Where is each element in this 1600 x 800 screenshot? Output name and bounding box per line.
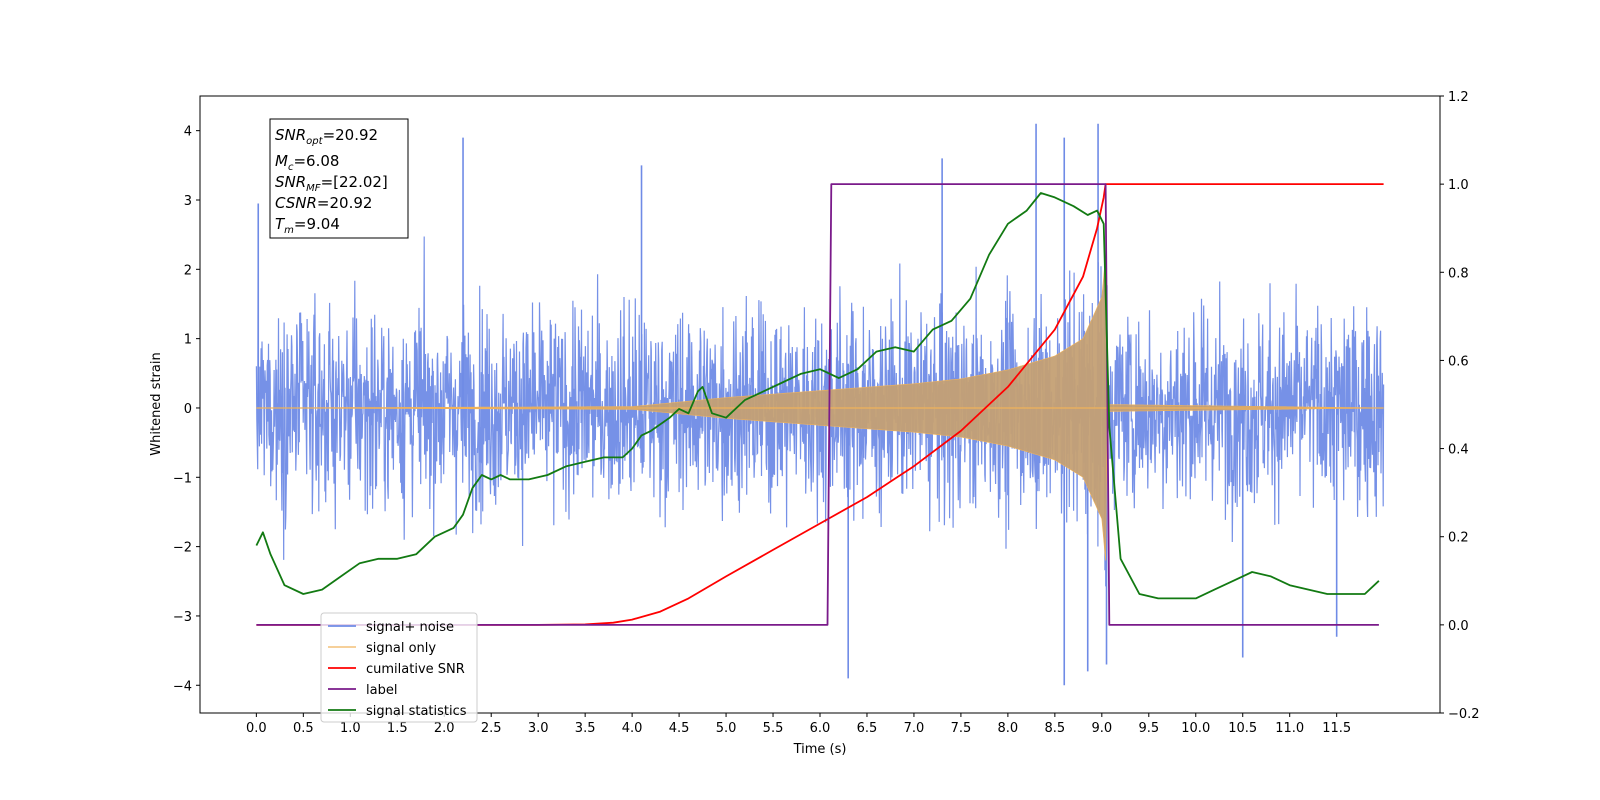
y2-tick-label-6: 1.0 xyxy=(1448,178,1469,193)
x-tick-label-22: 11.0 xyxy=(1275,721,1304,736)
x-tick-label-18: 9.0 xyxy=(1091,721,1112,736)
y2-tick-label-1: 0.0 xyxy=(1448,619,1469,634)
y2-tick-label-4: 0.6 xyxy=(1448,354,1469,369)
y-tick-label-4: 0 xyxy=(184,402,192,417)
x-tick-label-2: 1.0 xyxy=(340,721,361,736)
x-tick-label-10: 5.0 xyxy=(716,721,737,736)
x-tick-label-6: 3.0 xyxy=(528,721,549,736)
x-tick-label-20: 10.0 xyxy=(1181,721,1210,736)
x-tick-label-16: 8.0 xyxy=(998,721,1019,736)
y-tick-label-3: −1 xyxy=(173,471,192,486)
y-tick-label-5: 1 xyxy=(184,333,192,348)
y-tick-label-2: −2 xyxy=(173,541,192,556)
x-tick-label-8: 4.0 xyxy=(622,721,643,736)
legend-frame xyxy=(320,612,478,723)
x-tick-label-5: 2.5 xyxy=(481,721,502,736)
legend: signal+ noise signal only cumilative SNR la… xyxy=(320,612,478,723)
annotation-csnr: CSNR=20.92 xyxy=(275,194,372,212)
x-tick-label-7: 3.5 xyxy=(575,721,596,736)
annotation-mc: Mc=6.08 xyxy=(275,152,339,173)
series-signal-statistics-line xyxy=(255,192,1380,600)
x-tick-label-11: 5.5 xyxy=(763,721,784,736)
series-label-line xyxy=(256,183,1379,626)
y-tick-label-8: 4 xyxy=(184,125,192,140)
x-tick-label-1: 0.5 xyxy=(293,721,314,736)
y2-tick-label-3: 0.4 xyxy=(1448,443,1469,458)
x-axis-label: Time (s) xyxy=(793,742,847,757)
x-tick-label-13: 6.5 xyxy=(857,721,878,736)
y2-tick-label-0: −0.2 xyxy=(1448,707,1480,722)
y-tick-label-0: −4 xyxy=(173,679,192,694)
x-tick-label-15: 7.5 xyxy=(951,721,972,736)
x-tick-label-19: 9.5 xyxy=(1138,721,1159,736)
x-tick-label-12: 6.0 xyxy=(810,721,831,736)
legend-label-3: label xyxy=(366,683,397,698)
y-axis-label: Whitened strain xyxy=(149,352,164,455)
y2-tick-label-5: 0.8 xyxy=(1448,266,1469,281)
annotation-snr-opt: SNRopt=20.92 xyxy=(275,126,378,147)
x-tick-label-3: 1.5 xyxy=(387,721,408,736)
y-tick-label-7: 3 xyxy=(184,194,192,209)
legend-label-2: cumilative SNR xyxy=(366,662,465,677)
y-tick-label-6: 2 xyxy=(184,263,192,278)
x-tick-label-4: 2.0 xyxy=(434,721,455,736)
x-tick-label-9: 4.5 xyxy=(669,721,690,736)
y2-tick-label-2: 0.2 xyxy=(1448,531,1469,546)
legend-label-1: signal only xyxy=(366,641,436,656)
x-tick-label-17: 8.5 xyxy=(1045,721,1066,736)
legend-label-4: signal statistics xyxy=(366,704,467,719)
y2-tick-label-7: 1.2 xyxy=(1448,90,1469,105)
legend-label-0: signal+ noise xyxy=(366,620,454,635)
x-tick-label-14: 7.0 xyxy=(904,721,925,736)
x-tick-label-0: 0.0 xyxy=(246,721,267,736)
x-tick-label-21: 10.5 xyxy=(1228,721,1257,736)
y-tick-label-1: −3 xyxy=(173,610,192,625)
annotation-box: SNRopt=20.92 Mc=6.08 SNRMF=[22.02] CSNR=… xyxy=(269,118,409,239)
annotation-snr-mf: SNRMF=[22.02] xyxy=(275,173,388,194)
x-tick-label-23: 11.5 xyxy=(1322,721,1351,736)
series-cumulative-snr-line xyxy=(256,183,1384,626)
annotation-tm: Tm=9.04 xyxy=(275,215,340,236)
annotation-frame xyxy=(269,118,409,239)
